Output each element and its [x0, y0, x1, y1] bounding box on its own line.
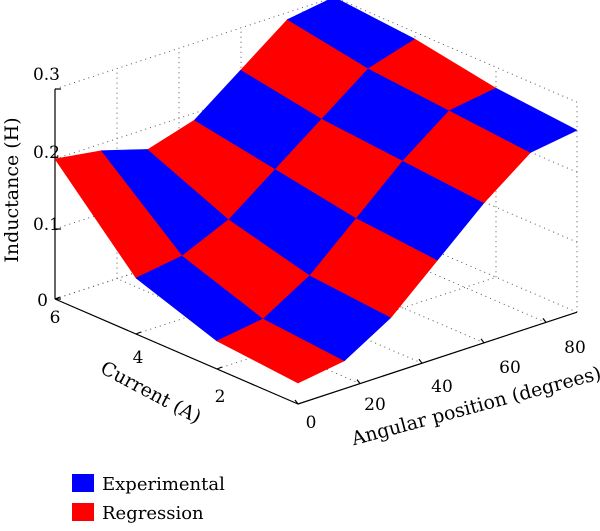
x-tick-mark: [480, 338, 485, 344]
z-axis-label: Inductance (H): [1, 117, 23, 262]
x-axis-line: [297, 311, 578, 405]
x-axis-ticks: 0 20 40 60 80: [306, 338, 586, 433]
grid-line: [339, 0, 578, 103]
x-tick-label: 0: [306, 413, 317, 433]
x-tick-label: 40: [431, 377, 453, 397]
y-tick-label: 4: [133, 348, 144, 368]
axes-box: [54, 88, 578, 405]
x-tick-mark: [356, 379, 361, 384]
legend-label-regression: Regression: [102, 503, 204, 524]
z-tick-label: 0.2: [33, 143, 60, 163]
x-tick-mark: [542, 318, 547, 323]
x-tick-mark: [418, 358, 423, 364]
legend-label-experimental: Experimental: [102, 474, 225, 495]
inductance-surface: [54, 0, 578, 384]
y-tick-mark: [216, 366, 223, 370]
x-tick-mark: [294, 399, 299, 405]
legend-swatch-regression: [72, 503, 94, 521]
x-tick-label: 80: [564, 338, 586, 358]
z-tick-label: 0.3: [33, 65, 60, 85]
y-axis-label: Current (A): [97, 357, 205, 428]
x-tick-label: 60: [499, 358, 521, 378]
y-tick-label: 2: [215, 387, 226, 407]
y-tick-label: 6: [50, 308, 61, 328]
y-axis-line: [54, 298, 299, 405]
z-tick-label: 0: [37, 291, 48, 311]
surface-patch: [448, 87, 578, 153]
z-tick-label: 0.1: [33, 215, 60, 235]
z-axis-ticks: 0.3 0.2 0.1 0: [33, 65, 60, 311]
legend-swatch-experimental: [72, 474, 94, 492]
legend: Experimental Regression: [72, 474, 225, 524]
y-tick-mark: [135, 331, 142, 335]
y-axis-ticks: 6 4 2: [50, 308, 226, 407]
grid-line: [116, 278, 361, 385]
x-tick-label: 20: [364, 395, 386, 415]
